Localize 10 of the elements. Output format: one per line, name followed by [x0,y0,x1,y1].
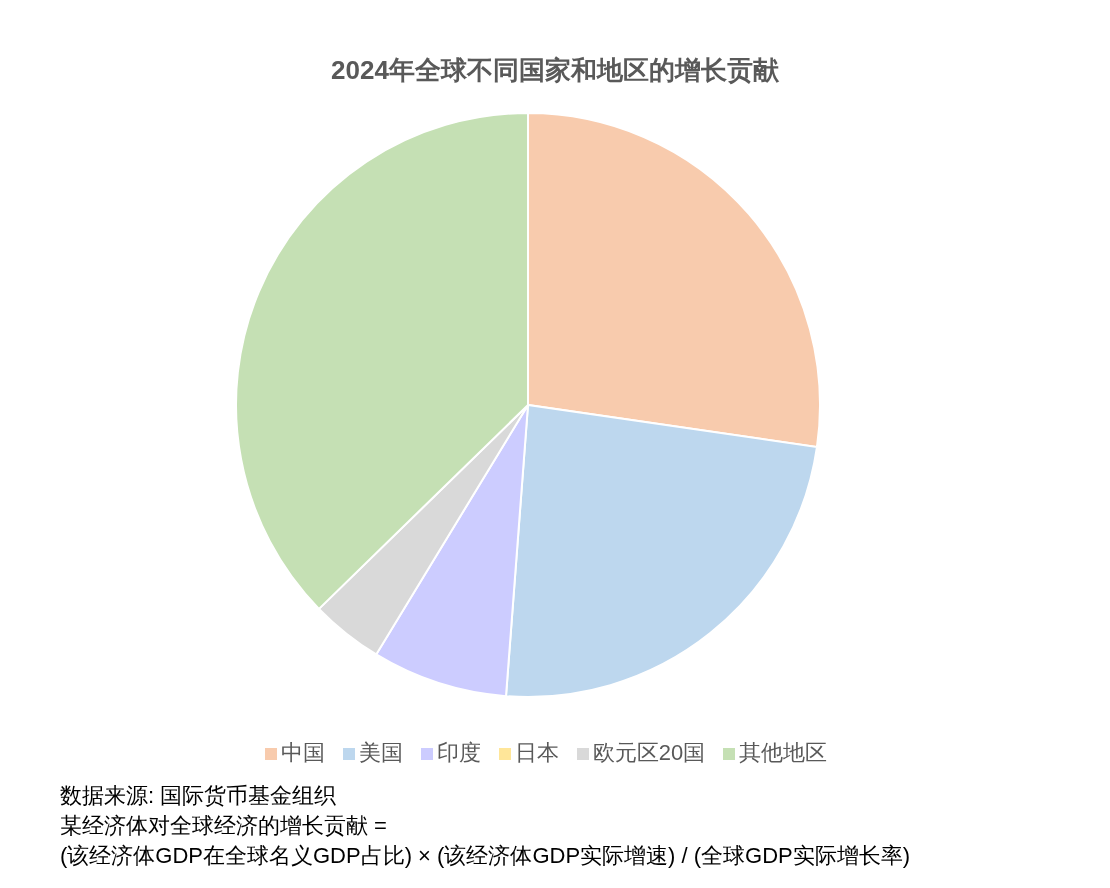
chart-title: 2024年全球不同国家和地区的增长贡献 [330,54,780,87]
legend-label: 印度 [436,740,481,765]
legend-label: 其他地区 [739,740,828,765]
legend-label: 欧元区20国 [592,740,706,765]
legend-label: 日本 [514,740,559,765]
legend-label: 美国 [358,740,403,765]
legend-label: 中国 [280,740,325,765]
text: 某经济体对全球经济的增长贡献 = [60,812,388,840]
source-note: 数据来源: 国际货币基金组织 [60,782,338,810]
text: (该经济体GDP在全球名义GDP占比) × (该经济体GDP实际增速) / (全球GDP实际增长率) [60,842,912,870]
